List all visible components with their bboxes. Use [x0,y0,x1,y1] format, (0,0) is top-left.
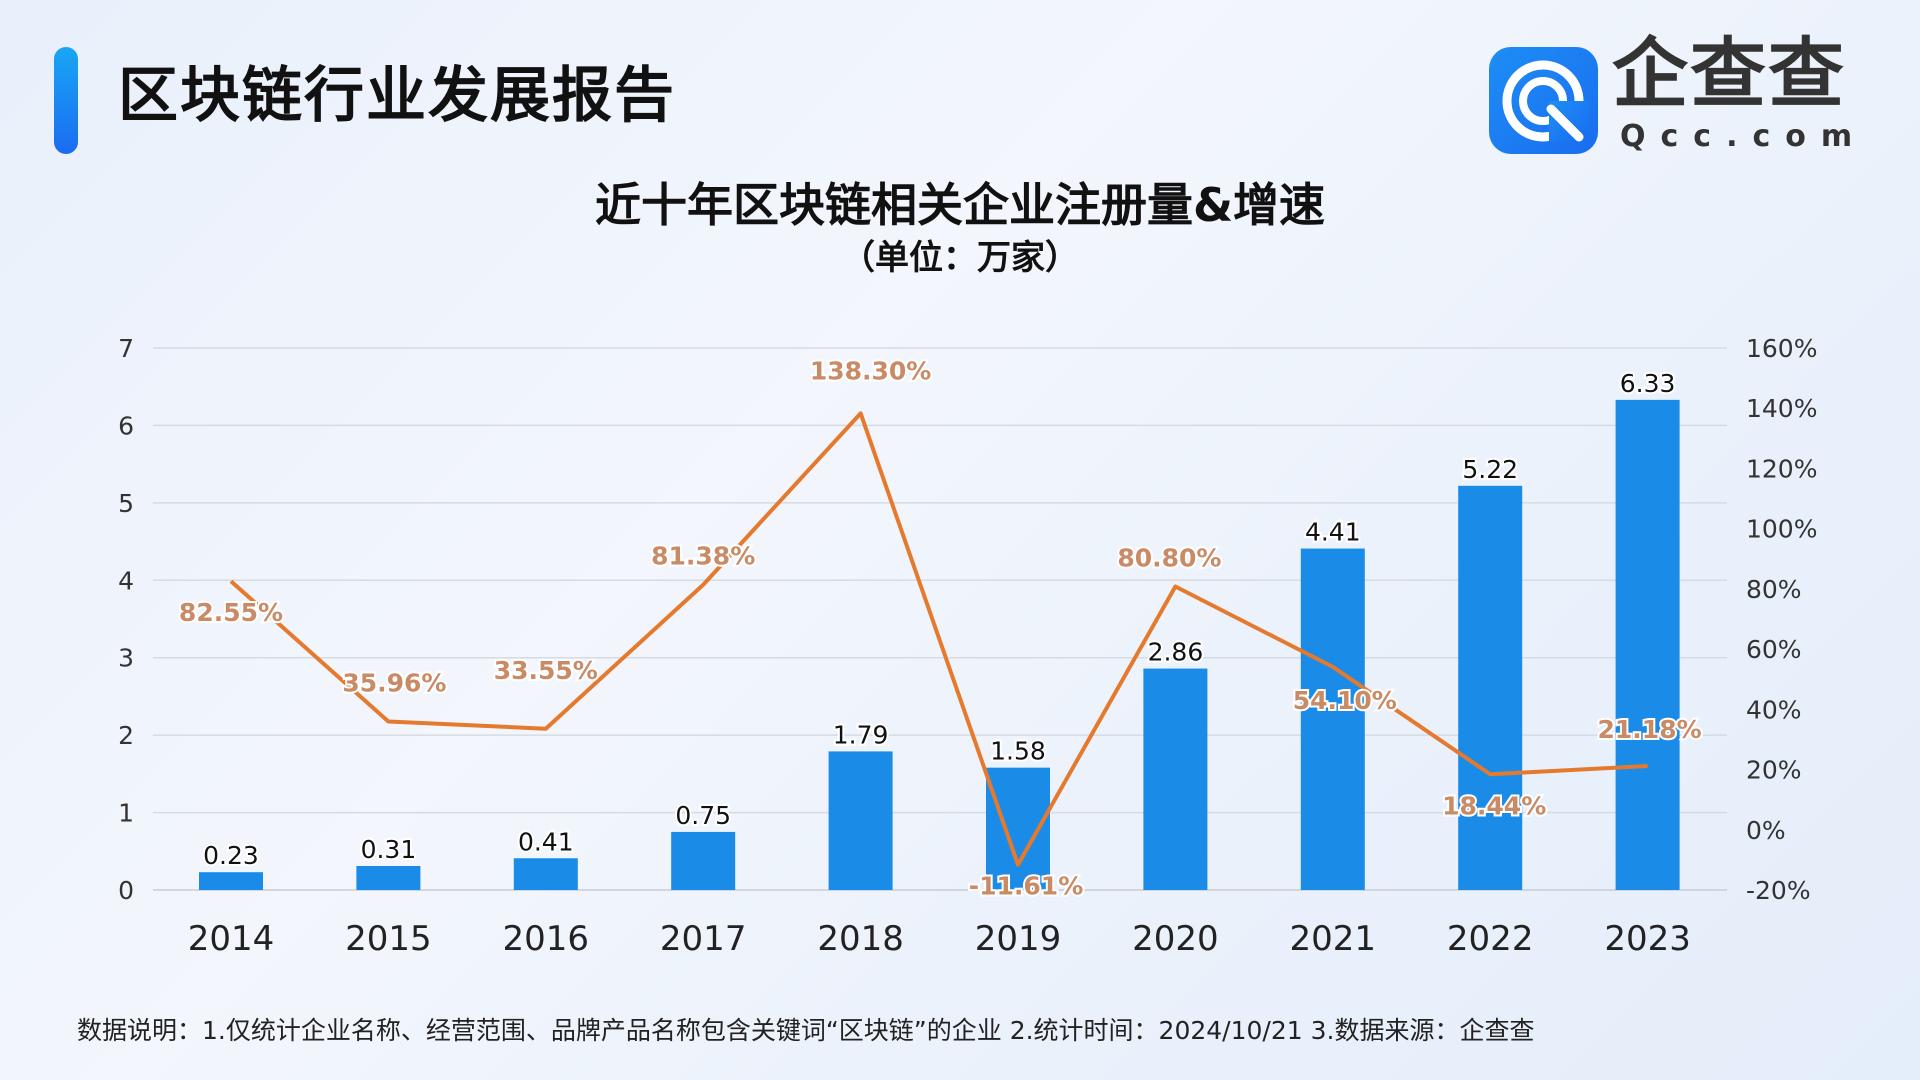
chart-title: 近十年区块链相关企业注册量&增速 [594,178,1326,232]
bar-value-label: 0.31 [361,835,417,864]
y-left-tick-label: 3 [118,644,134,673]
x-tick-label: 2019 [975,919,1062,959]
growth-value-label: 18.44% [1442,791,1546,820]
y-right-tick-label: -20% [1746,876,1811,905]
growth-value-label: -11.61% [969,872,1084,901]
footnote: 数据说明：1.仅统计企业名称、经营范围、品牌产品名称包含关键词“区块链”的企业 … [77,1016,1535,1045]
x-tick-label: 2018 [817,919,904,959]
x-tick-label: 2016 [503,919,590,959]
y-right-tick-label: 160% [1746,334,1817,363]
growth-value-label: 33.55% [494,656,598,685]
growth-value-label: 35.96% [342,668,446,697]
y-right-tick-label: 20% [1746,756,1802,785]
growth-value-label: 81.38% [651,542,755,571]
page-title: 区块链行业发展报告 [118,61,676,131]
x-tick-label: 2022 [1447,919,1534,959]
chart: 0 1 2 3 4 5 6 7 -20% 0% 20% 40% 60% 80% 100% 120% 140% 16… [118,334,1817,959]
bar-value-label: 1.58 [990,737,1046,766]
y-right-tick-label: 60% [1746,635,1802,664]
y-right-tick-label: 0% [1746,816,1786,845]
y-left-tick-label: 4 [118,566,134,595]
y-right-tick-label: 140% [1746,394,1817,423]
x-tick-label: 2020 [1132,919,1219,959]
bar [199,872,263,890]
bar-value-label: 0.75 [675,801,731,830]
bar [1615,399,1680,890]
y-left-tick-label: 1 [118,799,134,828]
x-tick-label: 2015 [345,919,432,959]
growth-value-label: 54.10% [1293,686,1397,715]
y-right-tick-label: 80% [1746,575,1802,604]
bar-value-label: 0.23 [203,841,259,870]
growth-value-label: 80.80% [1117,543,1221,572]
bar-value-label: 0.41 [518,827,574,856]
x-tick-label: 2014 [188,919,275,959]
x-tick-label: 2017 [660,919,747,959]
growth-value-label: 82.55% [179,598,283,627]
bar [513,858,578,890]
x-tick-label: 2021 [1290,919,1377,959]
bar-value-label: 2.86 [1148,638,1204,667]
bar [1300,548,1365,890]
bar-value-label: 6.33 [1620,369,1676,398]
bar-value-label: 5.22 [1462,455,1518,484]
growth-value-label: 138.30% [810,356,932,385]
bar [1143,668,1208,890]
bar [671,831,736,890]
x-tick-label: 2023 [1604,919,1691,959]
y-left-tick-label: 6 [118,411,134,440]
y-left-tick-label: 2 [118,721,134,750]
y-left-tick-label: 7 [118,334,134,363]
y-right-tick-label: 120% [1746,454,1817,483]
chart-subtitle: （单位：万家） [841,238,1079,278]
logo-text: 企查查 [1612,29,1846,118]
bar [1458,485,1523,890]
qcc-logo-icon [1489,47,1598,154]
bar [828,751,893,890]
accent-bar [54,47,78,154]
bar-value-label: 1.79 [833,720,889,749]
bar [356,865,421,890]
logo-domain: Qcc.com [1620,119,1868,154]
y-left-tick-label: 5 [118,489,134,518]
growth-value-label: 21.18% [1598,715,1702,744]
y-right-tick-label: 40% [1746,695,1802,724]
growth-line [229,411,1648,867]
bar-value-label: 4.41 [1305,518,1361,547]
y-left-tick-label: 0 [118,876,134,905]
y-right-tick-label: 100% [1746,515,1817,544]
